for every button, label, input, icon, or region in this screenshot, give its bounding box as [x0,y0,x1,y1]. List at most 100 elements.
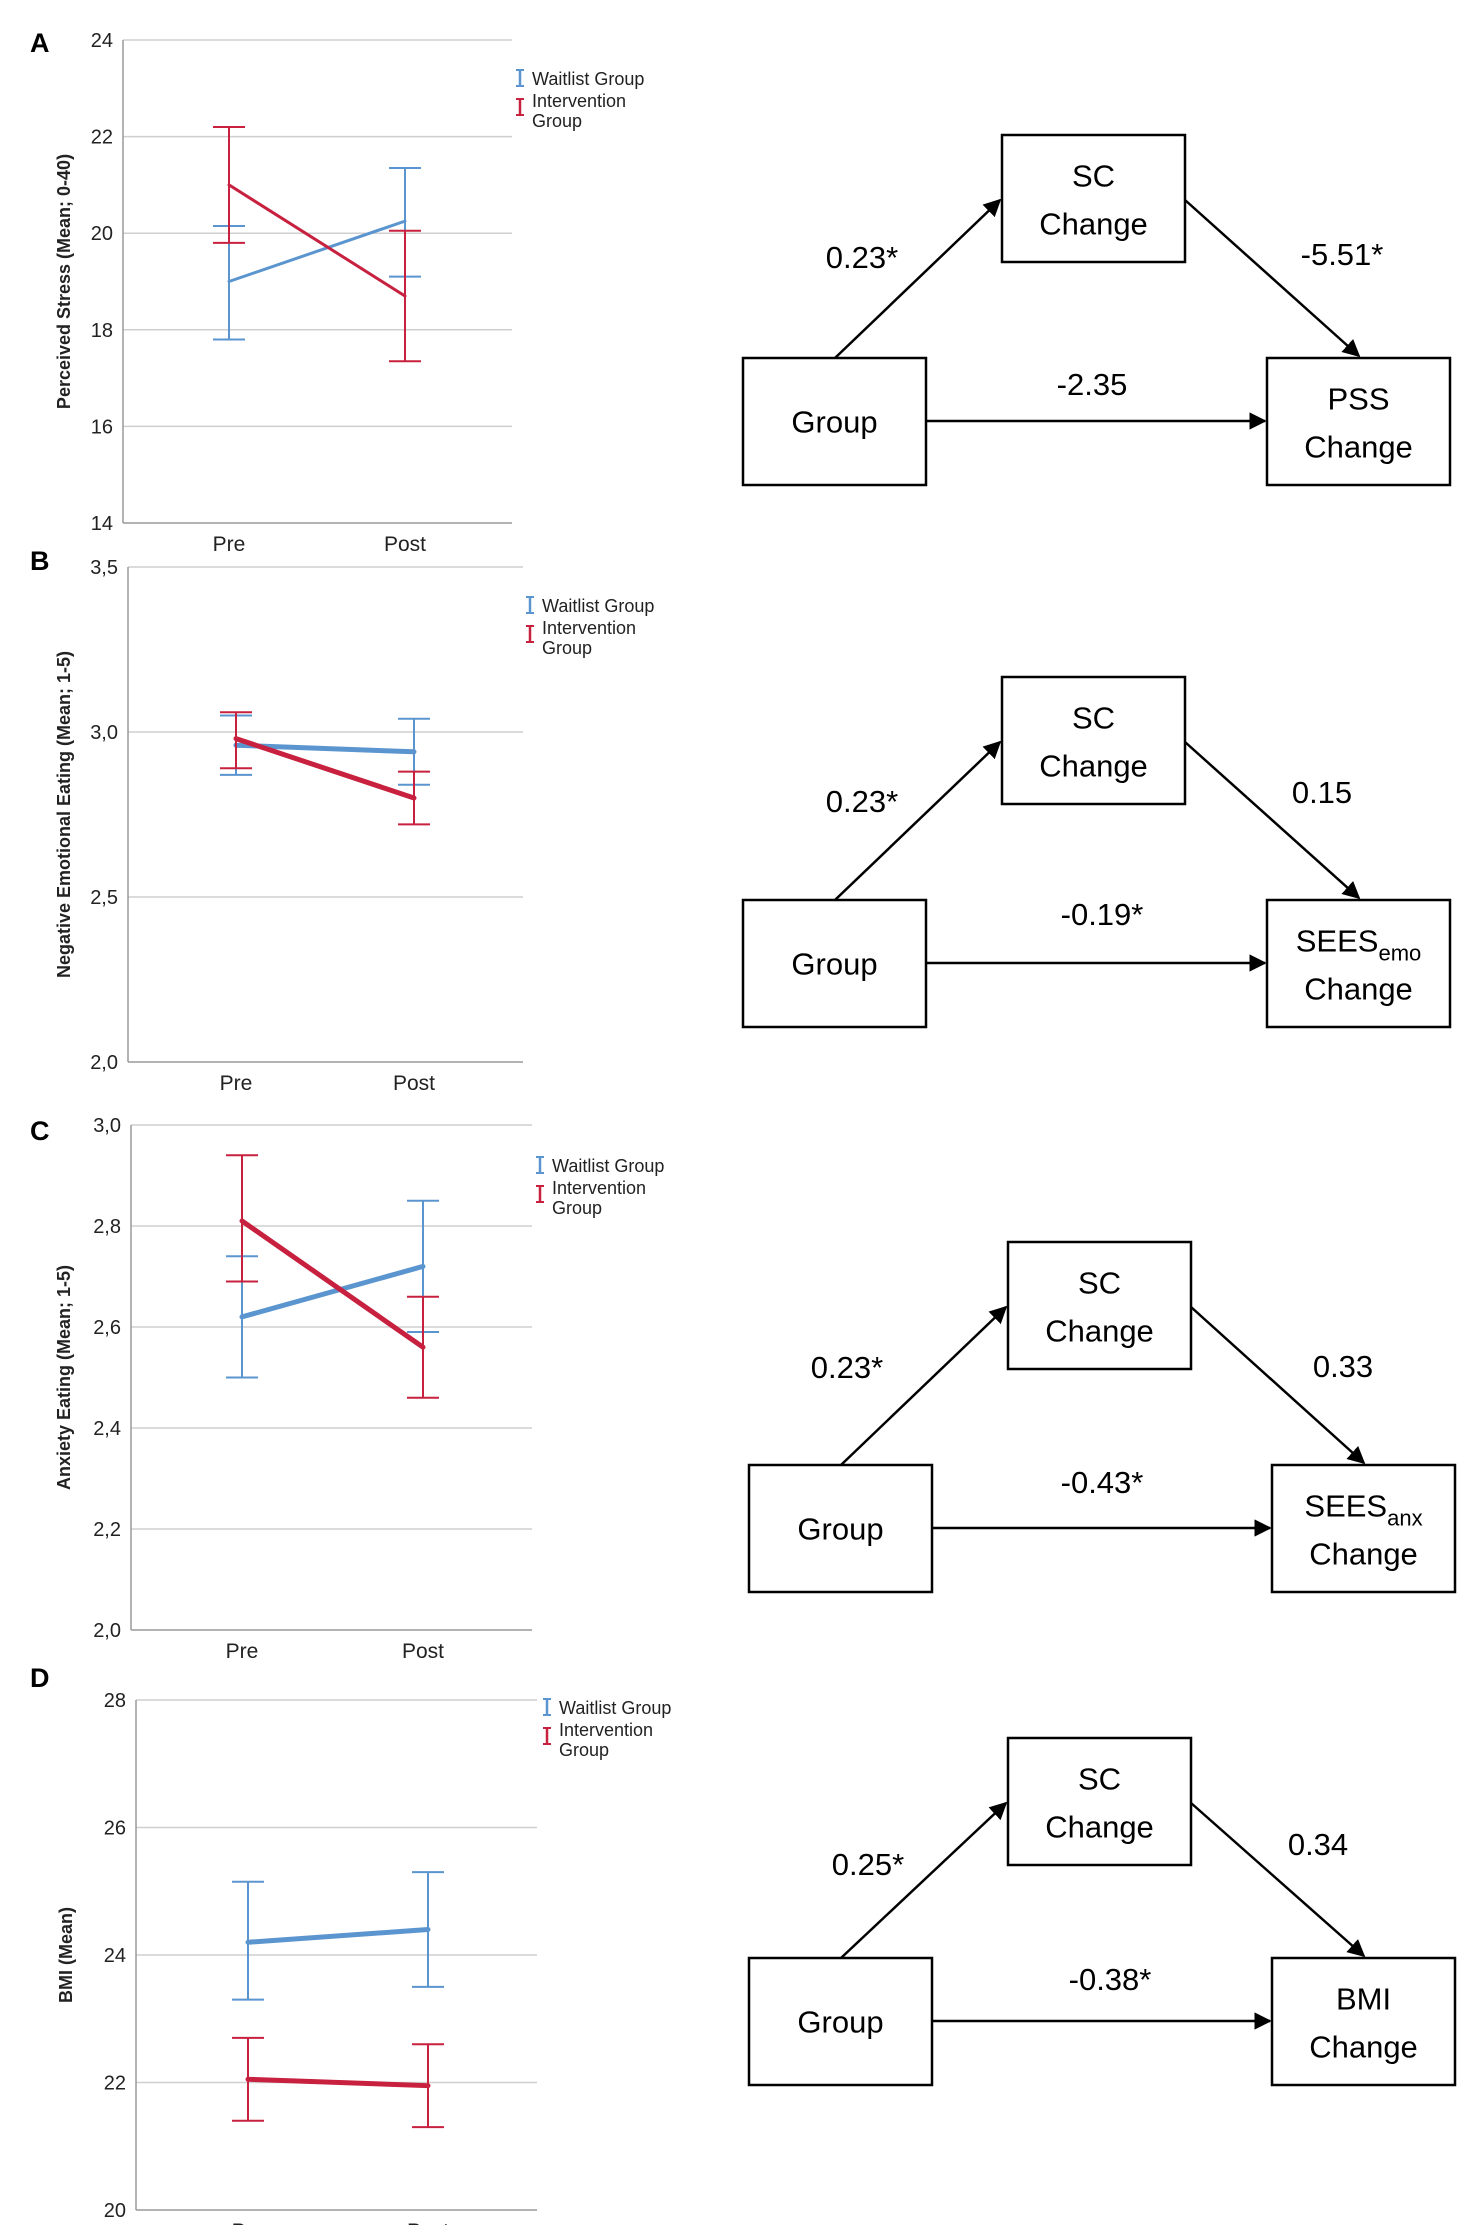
legend-label-line: Group [542,638,592,658]
line-chart: 20 22 24 26 28 Pre Post BMI (Mean) Waitlist Grou… [56,1690,671,2230]
series-intervention [220,711,430,826]
legend-symbol [536,1185,544,1203]
y-tick-label: 16 [91,416,113,438]
outcome-box-label-main: BMI [1336,1982,1391,2017]
outcome-box-label-2: Change [1309,2030,1418,2065]
mediation-diagram: SC Change Group PSS Change 0.23* -5.51* -2.35 [741,133,1452,487]
path-b-coefficient: 0.34 [1288,1827,1348,1862]
group-box-label: Group [791,405,877,440]
mediator-box-label-main: SC [1078,1762,1121,1797]
path-a-coefficient: 0.23* [826,784,898,819]
path-b-coefficient: -5.51* [1301,237,1384,272]
series-line [245,1927,431,1945]
arrow-b [1190,1802,1366,1958]
group-box-rect [747,1463,934,1594]
series-waitlist [232,1871,444,2001]
outcome-box-label-1: BMI [1336,1982,1391,2017]
outcome-box-label-main: SEES [1296,924,1379,959]
series-line [239,1218,426,1350]
y-tick-label: 2,0 [93,1620,121,1642]
legend-symbol [526,625,534,643]
panel-label: B [30,546,50,576]
arrow-a [834,198,1002,359]
legend-symbol [516,98,524,116]
y-tick-label: 18 [91,320,113,342]
outcome-box-label-1: SEESemo [1296,924,1422,966]
legend-label: Intervention Group [552,1178,646,1218]
arrow-b [1190,1306,1366,1465]
y-tick-label: 2,5 [90,887,118,909]
legend-symbol [526,596,534,614]
group-box: Group [741,898,928,1029]
legend-label: Waitlist Group [542,596,654,616]
mediator-box-rect [1006,1240,1193,1371]
group-box: Group [741,356,928,487]
y-tick-label: 28 [104,1690,126,1712]
y-tick-label: 3,0 [90,722,118,744]
group-box-rect [741,356,928,487]
outcome-box: SEESanx Change [1270,1463,1457,1594]
legend-label: Waitlist Group [552,1156,664,1176]
mediator-box-label-main: SC [1072,701,1115,736]
x-tick-label: Post [402,1640,444,1663]
line-chart: 2,0 2,2 2,4 2,6 2,8 3,0 Pre Post Anxiety Eating … [54,1115,664,1663]
path-a-coefficient: 0.23* [811,1350,883,1385]
y-tick-label: 14 [91,513,113,535]
outcome-box: PSS Change [1265,356,1452,487]
mediator-box-label-2: Change [1039,207,1148,242]
mediation-diagram: SC Change Group SEESanx Change 0.23* 0.33 -0.43… [747,1240,1457,1594]
outcome-box-label-2: Change [1304,430,1413,465]
outcome-box-label-2: Change [1309,1537,1418,1572]
x-tick-label: Post [384,533,426,556]
group-box: Group [747,1956,934,2087]
x-tick-label: Post [393,1072,435,1095]
mediator-box-label-1: SC [1078,1266,1121,1301]
y-tick-label: 22 [104,2073,126,2095]
panel-label: D [30,1663,50,1693]
legend-label: Intervention Group [559,1720,653,1760]
y-tick-label: 20 [104,2200,126,2222]
x-tick-label: Pre [232,2220,265,2225]
panel-label: A [30,28,50,58]
path-a-coefficient: 0.23* [826,240,898,275]
mediator-box-label-2: Change [1045,1314,1154,1349]
group-box-label: Group [791,947,877,982]
panel-a: A 14 16 18 20 22 24 Pre Post Perceived Stress (Me… [30,28,1452,556]
path-b-coefficient: 0.33 [1313,1349,1373,1384]
y-axis-title: Perceived Stress (Mean; 0-40) [54,154,74,409]
mediation-diagram: SC Change Group BMI Change 0.25* 0.34 -0.38* [747,1736,1457,2087]
y-tick-label: 20 [91,223,113,245]
legend-label-line: Intervention [552,1178,646,1198]
arrow-a [840,1305,1008,1466]
y-axis-title: Negative Emotional Eating (Mean; 1-5) [54,651,74,978]
x-tick-label: Pre [220,1072,253,1095]
y-tick-label: 24 [91,30,113,52]
group-box-rect [741,898,928,1029]
mediator-box-label-main: SC [1078,1266,1121,1301]
line-chart: 2,0 2,5 3,0 3,5 Pre Post Negative Emotional Ea… [54,557,654,1095]
mediator-box: SC Change [1006,1736,1193,1867]
panel-d: D 20 22 24 26 28 Pre Post BMI (Mean) Waitlist Gro… [30,1663,1457,2230]
legend-symbol [543,1698,551,1716]
group-box-label: Group [797,2005,883,2040]
path-c-coefficient: -0.38* [1069,1962,1152,1997]
mediator-box-label-1: SC [1072,701,1115,736]
arrow-a [840,1801,1008,1959]
outcome-box-label-main: PSS [1327,382,1389,417]
legend-label-line: Group [552,1198,602,1218]
legend-label-line: Intervention [542,618,636,638]
series-intervention [213,125,421,363]
series-line [239,1263,426,1320]
outcome-box-rect [1270,1463,1457,1594]
y-axis-title: BMI (Mean) [56,1907,76,2003]
group-box-label: Group [797,1512,883,1547]
series-intervention [232,2036,444,2129]
path-b-coefficient: 0.15 [1292,775,1352,810]
mediator-box-rect [1000,133,1187,264]
legend-label: Waitlist Group [532,69,644,89]
series-line [245,2076,431,2089]
